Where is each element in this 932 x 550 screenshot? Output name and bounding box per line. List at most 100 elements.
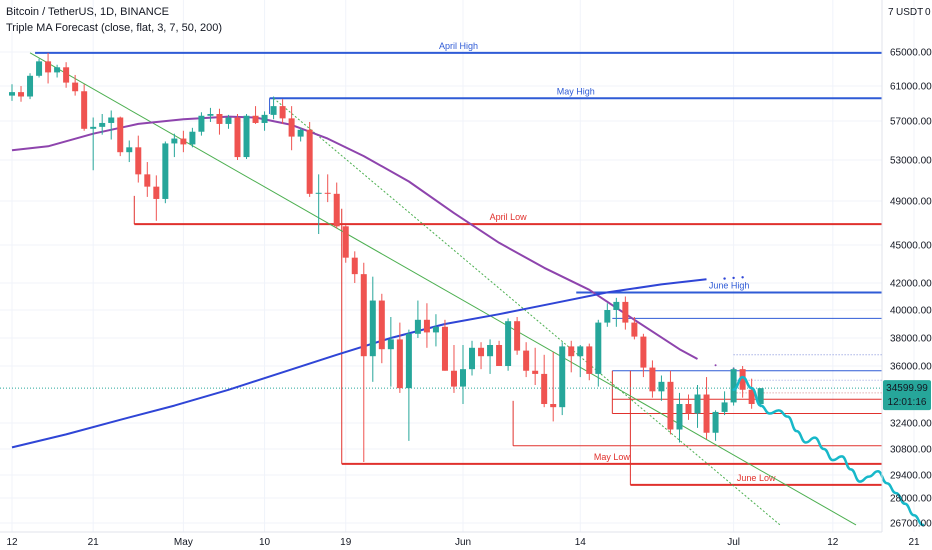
candle-body <box>387 339 394 350</box>
candle <box>396 322 403 393</box>
candle <box>532 347 539 385</box>
candle-body <box>450 370 457 387</box>
candle <box>559 342 566 416</box>
candle <box>748 378 755 409</box>
candle-body <box>9 92 15 96</box>
candle-body <box>216 114 223 124</box>
candle <box>27 73 34 100</box>
candle <box>270 96 277 120</box>
candle <box>514 317 521 355</box>
candle <box>261 111 268 131</box>
x-tick-label: 19 <box>340 537 352 548</box>
trend-line <box>29 52 857 526</box>
candle-body <box>225 117 232 124</box>
level-label: May Low <box>594 452 631 462</box>
candle-body <box>613 301 620 310</box>
y-tick-label: 53000.00 <box>890 156 932 167</box>
candle <box>306 121 313 197</box>
candle-body <box>351 257 358 275</box>
candle <box>432 314 439 347</box>
candle-body <box>207 114 214 116</box>
trend-line-dotted <box>273 97 781 526</box>
candle <box>207 107 214 122</box>
ma200-line <box>11 278 707 449</box>
candle-body <box>198 115 205 132</box>
candle <box>423 303 430 348</box>
candle-body <box>604 310 611 323</box>
candle <box>234 114 241 160</box>
y-tick-label: 36000.00 <box>890 362 932 373</box>
candle-body <box>721 402 728 412</box>
y-tick-label: 40000.00 <box>890 306 932 317</box>
candle <box>153 175 160 221</box>
candle <box>72 74 79 96</box>
candle <box>180 130 187 153</box>
ma50-forecast-dot <box>714 364 717 367</box>
candle <box>613 297 620 327</box>
forecast-path <box>732 375 925 527</box>
candle-body <box>306 129 313 194</box>
candle-body <box>631 322 638 337</box>
candle-body <box>514 321 521 351</box>
candle <box>216 108 223 135</box>
candle-body <box>72 82 79 92</box>
candle-body <box>414 319 421 334</box>
candle-body <box>18 92 25 97</box>
candle-body <box>162 143 169 199</box>
candle-body <box>676 404 683 430</box>
candle <box>54 64 61 78</box>
candle <box>757 388 764 408</box>
candle-body <box>117 117 124 153</box>
candle <box>108 110 115 140</box>
candle-body <box>243 115 250 158</box>
x-tick-label: 14 <box>575 537 587 548</box>
candle <box>739 366 746 398</box>
candle <box>297 127 304 142</box>
candle <box>126 140 133 163</box>
candle <box>550 352 557 422</box>
candle <box>36 58 43 78</box>
y-tick-label: 49000.00 <box>890 197 932 208</box>
y-tick-label: 32400.00 <box>890 419 932 430</box>
candle <box>189 127 196 148</box>
y-tick-label: 28000.00 <box>890 494 932 505</box>
candle-body <box>757 388 764 404</box>
candle <box>162 141 169 204</box>
candle-body <box>81 91 88 129</box>
y-tick-label: 57000.00 <box>890 117 932 128</box>
candle <box>685 394 692 420</box>
candle-body <box>396 339 403 389</box>
candle-body <box>595 322 602 374</box>
candle-body <box>369 300 376 357</box>
candle <box>369 276 376 382</box>
candle <box>730 367 737 406</box>
candle-body <box>333 193 340 227</box>
candle-body <box>423 319 430 333</box>
candle <box>622 296 629 330</box>
candle <box>694 385 701 428</box>
level-label: April Low <box>490 212 528 222</box>
x-tick-label: 10 <box>259 537 271 548</box>
level-label: May High <box>557 86 595 96</box>
candle-body <box>640 336 647 368</box>
x-tick-label: 12 <box>6 537 18 548</box>
candle <box>703 377 710 440</box>
candle <box>45 52 52 84</box>
candle-body <box>748 389 755 404</box>
candle <box>360 262 367 462</box>
price-tags: 34599.99 12:01:16 <box>883 380 931 411</box>
candle <box>658 375 665 401</box>
candle <box>577 345 584 378</box>
y-tick-label: 29400.00 <box>890 471 932 482</box>
x-tick-label: May <box>174 537 193 548</box>
candle-body <box>586 346 593 374</box>
candle-body <box>315 192 322 194</box>
candle <box>496 340 503 366</box>
candle-body <box>559 346 566 408</box>
candle-body <box>45 61 52 73</box>
candle-body <box>270 106 277 115</box>
candle <box>712 410 719 441</box>
trend-lines <box>29 52 857 526</box>
